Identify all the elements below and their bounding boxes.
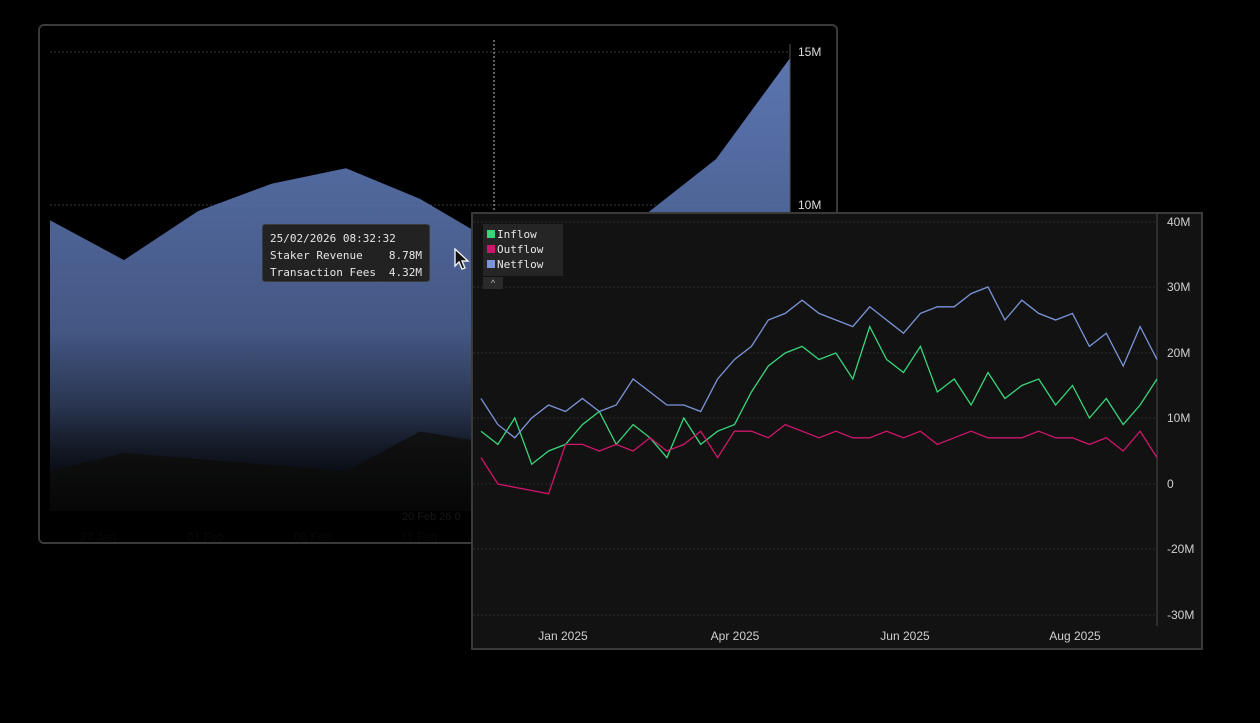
tooltip-row: Staker Revenue 8.78M xyxy=(270,247,422,264)
y-tick-label: 0 xyxy=(1167,477,1174,491)
tooltip-value: 4.32M xyxy=(388,266,422,279)
y-tick-label: 40M xyxy=(1167,215,1190,229)
y-tick-label: 30M xyxy=(1167,280,1190,294)
y-tick-label: 15M xyxy=(798,45,821,59)
flow-chart: 40M 30M 20M 10M 0 -20M -30M Jan 2025 Apr 2025 Jun… xyxy=(473,214,1194,643)
x-tick-label: Jan 2025 xyxy=(538,629,588,643)
legend-item-inflow[interactable]: Inflow xyxy=(487,227,559,242)
tooltip-row: Transaction Fees 4.32M xyxy=(270,264,422,281)
legend-item-netflow[interactable]: Netflow xyxy=(487,257,559,272)
legend-swatch xyxy=(487,260,495,268)
y-tick-label: 10M xyxy=(1167,411,1190,425)
chart-legend[interactable]: Inflow Outflow Netflow xyxy=(483,224,563,276)
mouse-cursor-icon xyxy=(454,248,470,270)
y-tick-label: 20M xyxy=(1167,346,1190,360)
legend-swatch xyxy=(487,245,495,253)
legend-label: Inflow xyxy=(497,228,537,241)
x-tick-label: Apr 2025 xyxy=(711,629,760,643)
flow-chart-panel: 40M 30M 20M 10M 0 -20M -30M Jan 2025 Apr 2025 Jun… xyxy=(471,212,1203,650)
legend-collapse-button[interactable]: ^ xyxy=(483,277,503,289)
y-tick-label: -20M xyxy=(1167,542,1194,556)
tooltip-timestamp: 25/02/2026 08:32:32 xyxy=(270,232,396,245)
y-tick-label: -30M xyxy=(1167,608,1194,622)
x-tick-label: Aug 2025 xyxy=(1049,629,1101,643)
legend-item-outflow[interactable]: Outflow xyxy=(487,242,559,257)
legend-swatch xyxy=(487,230,495,238)
y-tick-label: 10M xyxy=(798,198,821,212)
tooltip-value: 8.78M xyxy=(388,249,422,262)
series-line-netflow xyxy=(480,286,1158,439)
tooltip-label: Staker Revenue xyxy=(270,249,363,262)
x-tick-label: Jun 2025 xyxy=(880,629,930,643)
chart-tooltip: 25/02/2026 08:32:32 Staker Revenue 8.78M… xyxy=(262,224,430,282)
tooltip-label: Transaction Fees xyxy=(270,266,376,279)
series-line-inflow xyxy=(480,324,1158,466)
legend-label: Netflow xyxy=(497,258,544,271)
series-line-outflow xyxy=(480,423,1158,495)
legend-label: Outflow xyxy=(497,243,544,256)
